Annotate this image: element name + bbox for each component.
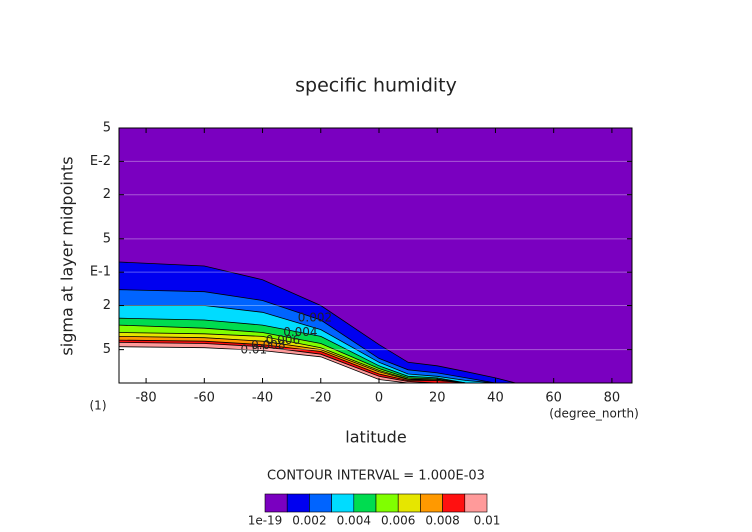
contour-fill: [119, 346, 632, 383]
x-axis-label: latitude: [345, 428, 406, 447]
contour-label: 0.008: [251, 338, 285, 352]
contour-label: 0.004: [283, 325, 317, 339]
plot-frame: [118, 127, 633, 384]
x-units: (degree_north): [549, 407, 639, 421]
contour-line: [118, 261, 632, 384]
x-tick-label: 20: [429, 391, 446, 406]
y-axis-label: sigma at layer midpoints: [58, 156, 77, 355]
colorbar-cell: [264, 493, 288, 513]
x-tick-label: 40: [487, 391, 504, 406]
colorbar-cell: [286, 493, 310, 513]
contour-label: 0.002: [298, 311, 332, 325]
colorbar-cell: [375, 493, 399, 513]
colorbar-cell: [397, 493, 421, 513]
x-tick-label: 60: [545, 391, 562, 406]
contour-label: 0.006: [266, 333, 300, 347]
x-tick-label: -40: [252, 391, 273, 406]
x-tick-label: 0: [375, 391, 383, 406]
colorbar-label: 0.008: [425, 514, 459, 528]
colorbar-cell: [420, 493, 443, 513]
colorbar-cell: [464, 493, 488, 513]
colorbar-label: 0.006: [381, 514, 415, 528]
footnote: CONTOUR INTERVAL = 1.000E-03: [267, 469, 485, 484]
y-units: (1): [90, 399, 107, 413]
y-tick-label: 2: [103, 187, 111, 202]
colorbar-cell: [331, 493, 355, 513]
y-tick-label: 5: [103, 121, 111, 136]
x-tick-label: -60: [194, 391, 215, 406]
colorbar-label: 1e-19: [248, 514, 283, 528]
x-tick-label: -80: [135, 391, 156, 406]
x-tick-label: -20: [310, 391, 331, 406]
y-tick-label: 2: [103, 298, 111, 313]
colorbar-cell: [442, 493, 466, 513]
y-tick-label: 5: [103, 231, 111, 246]
colorbar-label: 0.01: [474, 514, 501, 528]
chart-title: specific humidity: [295, 75, 457, 97]
y-tick-label: 5: [103, 342, 111, 357]
colorbar-cell: [353, 493, 377, 513]
colorbar-label: 0.004: [337, 514, 371, 528]
y-tick-label: E-2: [90, 154, 111, 169]
colorbar-cell: [309, 493, 332, 513]
colorbar-label: 0.002: [292, 514, 326, 528]
y-tick-label: E-1: [90, 265, 111, 280]
x-tick-label: 80: [604, 391, 621, 406]
contour-label: 0.01: [240, 343, 267, 357]
